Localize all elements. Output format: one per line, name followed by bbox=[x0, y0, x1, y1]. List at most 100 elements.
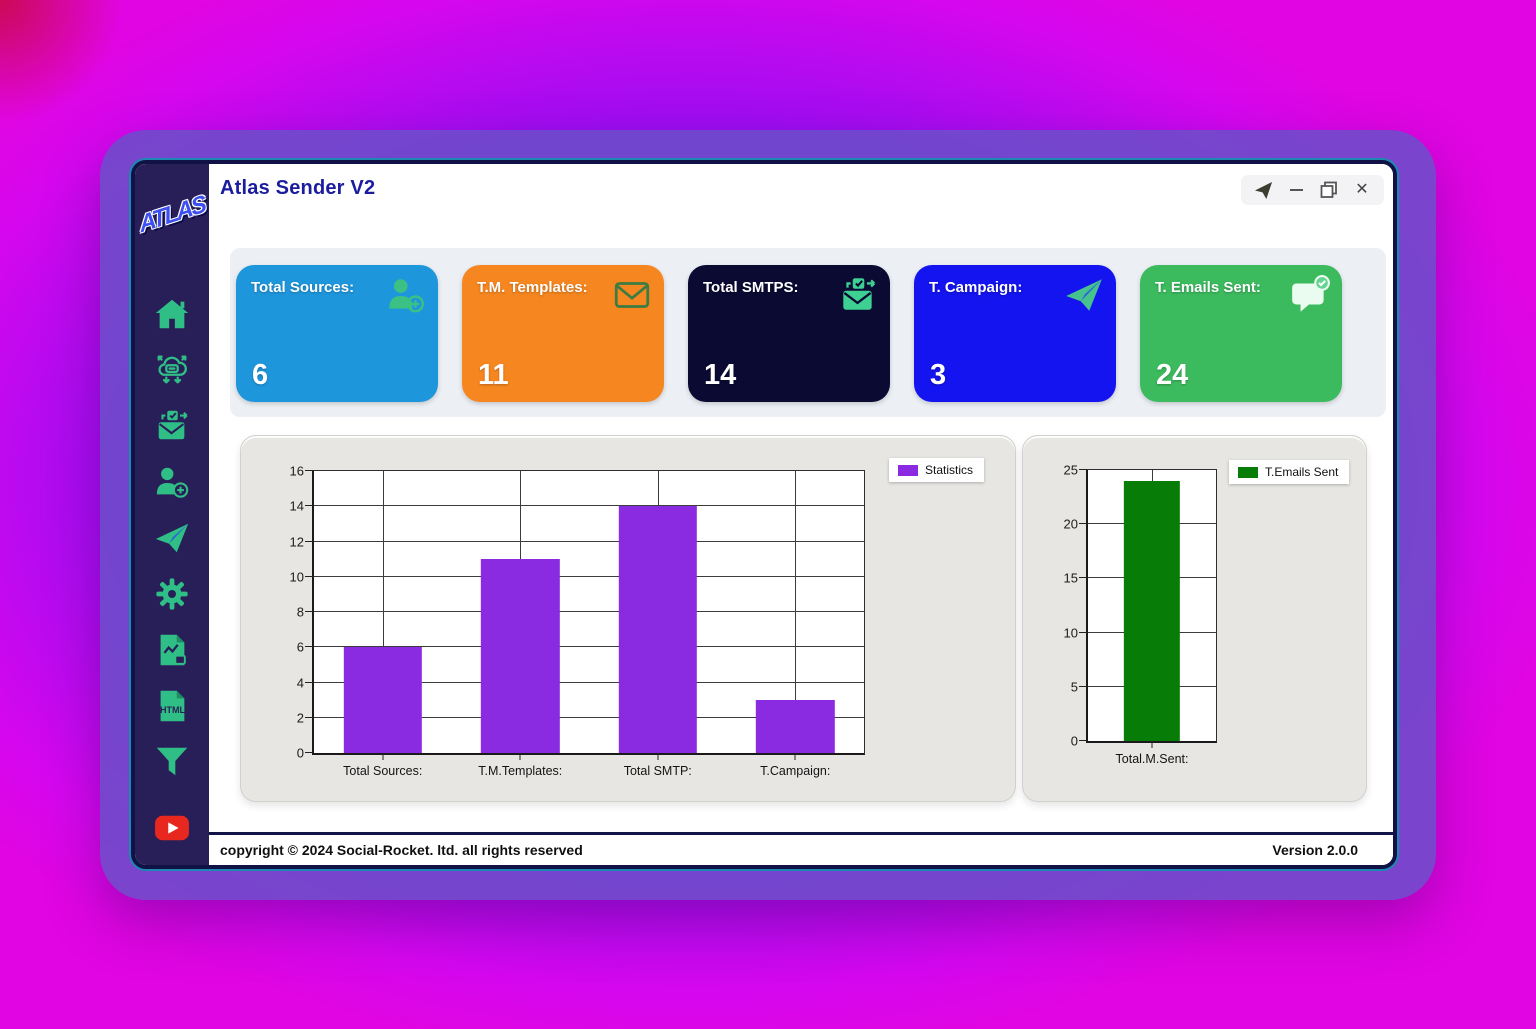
bar bbox=[481, 559, 560, 753]
filter-icon bbox=[156, 747, 188, 776]
close-button[interactable]: ✕ bbox=[1352, 180, 1372, 200]
card-smtps: Total SMTPS: bbox=[688, 265, 890, 402]
x-tick-label: T.Campaign: bbox=[760, 764, 831, 778]
y-tick-mark bbox=[1079, 523, 1087, 525]
y-tick-mark bbox=[1079, 577, 1087, 579]
x-tick-mark bbox=[382, 753, 384, 760]
card-value: 11 bbox=[478, 359, 509, 391]
minimize-icon bbox=[1289, 189, 1303, 191]
window-controls: ✕ bbox=[1241, 175, 1384, 205]
card-label: T.M. Templates: bbox=[477, 279, 588, 296]
mail-check-icon bbox=[158, 410, 188, 440]
legend-swatch bbox=[898, 464, 918, 476]
x-tick-label: Total.M.Sent: bbox=[1115, 752, 1189, 766]
y-tick-mark bbox=[305, 611, 313, 612]
y-tick-mark bbox=[305, 540, 313, 542]
main-content: Atlas Sender V2 bbox=[209, 164, 1393, 865]
sidebar-item-filter[interactable] bbox=[152, 742, 192, 782]
bar bbox=[756, 700, 835, 753]
y-tick-label: 10 bbox=[1063, 625, 1078, 641]
report-file-icon bbox=[160, 634, 186, 666]
x-tick-label: T.M.Templates: bbox=[478, 764, 563, 778]
maximize-button[interactable] bbox=[1319, 180, 1339, 200]
gridline-horizontal bbox=[314, 505, 864, 507]
card-templates: T.M. Templates: 11 bbox=[462, 265, 664, 402]
gridline-horizontal bbox=[314, 611, 864, 612]
statistics-bar-chart: 0 2 4 6 8 10 12 14 16 Total Sources: T.M.Templates… bbox=[240, 435, 1016, 802]
copyright-text: copyright © 2024 Social-Rocket. ltd. all… bbox=[220, 842, 583, 858]
y-tick-label: 5 bbox=[1070, 679, 1078, 695]
card-emails-sent: T. Emails Sent: 24 bbox=[1140, 265, 1342, 402]
sidebar-item-html-editor[interactable]: HTML bbox=[152, 686, 192, 726]
stat-cards: Total Sources: 6 bbox=[236, 265, 1342, 402]
sidebar-item-reports[interactable] bbox=[152, 630, 192, 670]
bar bbox=[618, 506, 697, 753]
gridline-horizontal bbox=[314, 681, 864, 683]
card-label: Total Sources: bbox=[251, 279, 355, 296]
y-tick-mark bbox=[1079, 469, 1087, 470]
card-label: T. Campaign: bbox=[929, 279, 1023, 296]
gear-icon bbox=[156, 578, 188, 610]
sidebar-item-templates[interactable] bbox=[152, 406, 192, 446]
y-tick-label: 25 bbox=[1063, 462, 1078, 478]
card-total-sources: Total Sources: 6 bbox=[236, 265, 438, 402]
y-tick-label: 10 bbox=[289, 569, 304, 585]
card-label: T. Emails Sent: bbox=[1155, 279, 1261, 296]
card-value: 3 bbox=[930, 359, 947, 391]
gridline-horizontal bbox=[314, 646, 864, 648]
y-tick-mark bbox=[305, 505, 313, 507]
sidebar-item-youtube[interactable] bbox=[152, 808, 192, 848]
x-tick-label: Total Sources: bbox=[343, 764, 423, 778]
card-campaign: T. Campaign: 3 bbox=[914, 265, 1116, 402]
y-tick-label: 16 bbox=[289, 463, 304, 479]
html-file-icon: HTML bbox=[160, 690, 185, 722]
minimize-button[interactable] bbox=[1286, 180, 1306, 200]
chart-legend: T.Emails Sent bbox=[1229, 460, 1350, 484]
sidebar-item-settings[interactable] bbox=[152, 574, 192, 614]
close-icon: ✕ bbox=[1355, 181, 1369, 198]
chat-check-icon bbox=[1289, 274, 1331, 316]
y-tick-mark bbox=[1079, 685, 1087, 687]
emails-sent-bar-chart: 0 5 10 15 20 25 Total.M.Sent: T.Emails Sent bbox=[1022, 435, 1367, 802]
x-tick-mark bbox=[1151, 741, 1153, 748]
legend-label: Statistics bbox=[925, 463, 974, 477]
atlas-logo-text: ATLAS bbox=[137, 190, 207, 239]
y-tick-mark bbox=[1079, 631, 1087, 633]
gridline-vertical bbox=[382, 471, 384, 753]
card-label: Total SMTPS: bbox=[703, 279, 799, 296]
y-tick-mark bbox=[305, 716, 313, 718]
user-add-icon bbox=[156, 467, 189, 498]
legend-swatch bbox=[1238, 466, 1258, 478]
mail-check-icon bbox=[837, 274, 879, 316]
y-tick-label: 0 bbox=[296, 745, 304, 761]
atlas-logo: ATLAS bbox=[135, 178, 209, 252]
version-label: Version 2.0.0 bbox=[1272, 842, 1358, 858]
y-tick-mark bbox=[305, 752, 313, 753]
send-button[interactable] bbox=[1253, 180, 1273, 200]
maximize-icon bbox=[1320, 181, 1337, 198]
plot-area: 0 5 10 15 20 25 Total.M.Sent: bbox=[1064, 463, 1217, 766]
gridline-horizontal bbox=[314, 716, 864, 718]
y-tick-label: 12 bbox=[289, 534, 304, 549]
gridline-vertical bbox=[795, 471, 797, 753]
y-tick-label: 15 bbox=[1063, 570, 1078, 586]
home-icon bbox=[155, 299, 189, 329]
youtube-icon bbox=[155, 815, 189, 841]
y-tick-mark bbox=[305, 575, 313, 577]
paper-plane-icon bbox=[155, 523, 189, 553]
send-icon bbox=[1254, 181, 1272, 199]
sidebar-item-contacts[interactable] bbox=[152, 462, 192, 502]
sidebar-item-sources[interactable] bbox=[152, 350, 192, 390]
sidebar-item-home[interactable] bbox=[152, 294, 192, 334]
y-tick-mark bbox=[1079, 740, 1087, 741]
card-value: 14 bbox=[704, 359, 737, 391]
bar bbox=[343, 647, 422, 753]
y-tick-mark bbox=[305, 681, 313, 683]
sidebar: ATLAS bbox=[135, 164, 209, 865]
x-tick-mark bbox=[519, 753, 521, 760]
app-window: ATLAS bbox=[131, 160, 1397, 869]
sidebar-item-send[interactable] bbox=[152, 518, 192, 558]
window-glow-frame: ATLAS bbox=[100, 130, 1436, 900]
y-tick-label: 14 bbox=[289, 498, 304, 514]
